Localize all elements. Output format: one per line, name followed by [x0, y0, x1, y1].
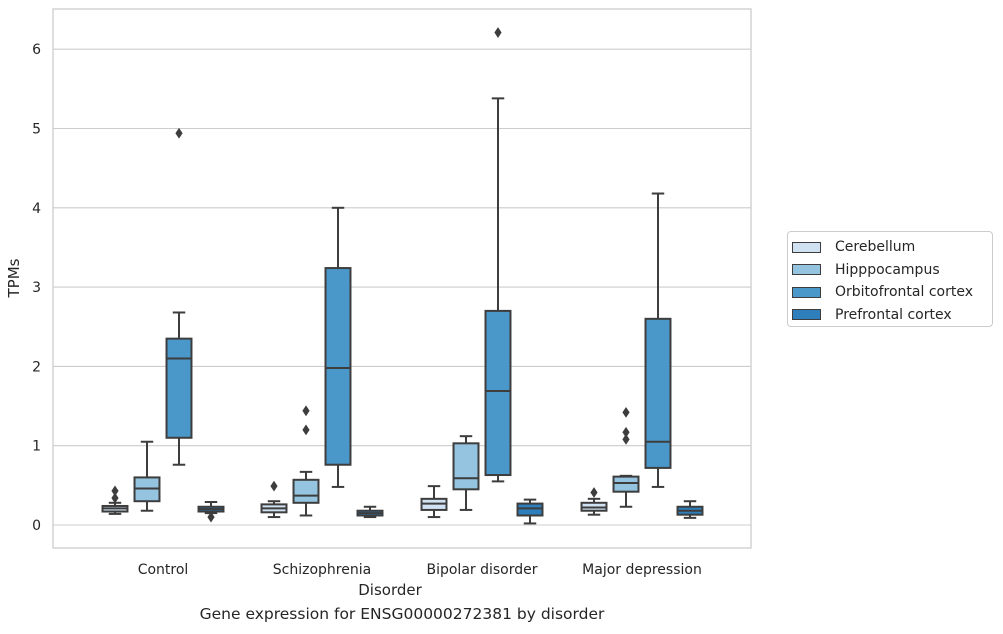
- legend-item: Orbitofrontal cortex: [792, 281, 992, 304]
- y-tick-label: 1: [32, 439, 41, 455]
- legend-label: Prefrontal cortex: [835, 306, 952, 323]
- box-iqr: [165, 337, 193, 439]
- x-axis-label: Disorder: [358, 581, 422, 599]
- outlier-point: [175, 127, 183, 139]
- plot-frame: [52, 8, 752, 549]
- legend-swatch: [792, 264, 821, 276]
- x-tick-label: Schizophrenia: [273, 562, 371, 578]
- outlier-point: [494, 27, 502, 38]
- legend-label: Hipppocampus: [835, 261, 940, 278]
- outlier-point: [207, 511, 215, 523]
- box-orbitofrontal-cortex: [484, 27, 512, 483]
- box-hipppocampus: [612, 406, 640, 508]
- box-iqr: [292, 478, 320, 504]
- box-prefrontal-cortex: [356, 505, 384, 519]
- outlier-point: [302, 405, 310, 417]
- x-tick-label: Control: [138, 562, 189, 578]
- y-tick-label: 5: [32, 122, 41, 138]
- box-iqr: [612, 475, 640, 493]
- outlier-point: [111, 485, 119, 497]
- outlier-point: [622, 406, 630, 418]
- box-prefrontal-cortex: [197, 501, 225, 523]
- legend: Cerebellum Hipppocampus Orbitofrontal cort…: [787, 231, 993, 327]
- legend-swatch: [792, 241, 821, 253]
- x-tick-label: Major depression: [582, 562, 702, 578]
- box-cerebellum: [420, 485, 448, 519]
- outlier-point: [270, 480, 278, 492]
- outlier-point: [622, 426, 630, 438]
- box-cerebellum: [580, 487, 608, 516]
- box-hipppocampus: [292, 405, 320, 517]
- legend-label: Orbitofrontal cortex: [835, 284, 973, 301]
- box-orbitofrontal-cortex: [324, 206, 352, 488]
- box-iqr: [516, 502, 544, 517]
- box-iqr: [452, 442, 480, 491]
- box-orbitofrontal-cortex: [165, 127, 193, 466]
- box-iqr: [484, 309, 512, 477]
- y-tick-label: 0: [32, 518, 41, 534]
- legend-item: Cerebellum: [792, 236, 992, 259]
- box-orbitofrontal-cortex: [644, 192, 672, 488]
- x-tick-label: Bipolar disorder: [426, 562, 537, 578]
- box-cerebellum: [101, 485, 129, 515]
- box-cerebellum: [260, 480, 288, 519]
- box-hipppocampus: [452, 435, 480, 511]
- outlier-point: [111, 492, 119, 504]
- box-iqr: [324, 267, 352, 466]
- x-tick-labels: Control Schizophrenia Bipolar disorder Majo…: [138, 562, 702, 578]
- y-axis-label: TPMs: [5, 258, 23, 298]
- legend-item: Hipppocampus: [792, 259, 992, 282]
- outlier-point: [302, 424, 310, 436]
- legend-swatch: [792, 286, 821, 298]
- outlier-point: [622, 433, 630, 445]
- box-prefrontal-cortex: [676, 500, 704, 519]
- legend-item: Prefrontal cortex: [792, 304, 992, 327]
- box-prefrontal-cortex: [516, 498, 544, 525]
- legend-label: Cerebellum: [835, 239, 916, 256]
- legend-swatch: [792, 309, 821, 321]
- outlier-point: [590, 487, 598, 498]
- y-tick-label: 4: [32, 201, 41, 217]
- y-tick-labels: 0 1 2 3 4 5 6: [32, 42, 41, 534]
- y-tick-label: 3: [32, 280, 41, 296]
- box-hipppocampus: [133, 440, 161, 512]
- chart-caption: Gene expression for ENSG00000272381 by d…: [199, 605, 605, 623]
- y-tick-label: 6: [32, 42, 41, 58]
- box-plots: [101, 27, 704, 525]
- y-tick-label: 2: [32, 359, 41, 375]
- box-iqr: [644, 317, 672, 469]
